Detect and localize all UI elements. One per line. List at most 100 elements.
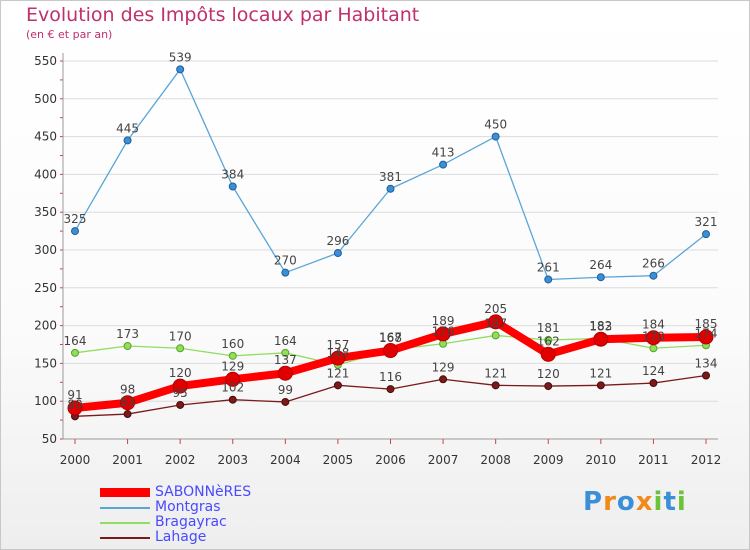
point-montgras	[123, 136, 132, 145]
data-label-montgras: 321	[695, 215, 718, 229]
point-sabonneres	[645, 330, 661, 346]
data-label-lahage: 99	[278, 383, 293, 397]
y-tick-label: 200	[34, 319, 57, 333]
legend-label-montgras: Montgras	[155, 499, 221, 515]
point-lahage	[702, 371, 710, 380]
legend-swatch-bragayrac	[100, 522, 150, 524]
data-label-lahage: 121	[589, 366, 612, 380]
x-tick-label: 2012	[691, 453, 722, 467]
data-label-montgras: 539	[169, 50, 192, 64]
point-sabonneres	[435, 326, 451, 342]
point-bragayrac	[281, 348, 290, 357]
data-label-bragayrac: 176	[432, 325, 455, 339]
point-montgras	[281, 268, 290, 277]
x-tick-label: 2001	[112, 453, 143, 467]
data-label-bragayrac: 183	[589, 319, 612, 333]
x-tick-label: 2002	[165, 453, 196, 467]
x-tick-label: 2003	[217, 453, 248, 467]
point-sabonneres	[593, 331, 609, 347]
data-label-sabonneres: 137	[274, 353, 297, 367]
point-montgras	[491, 132, 500, 141]
point-sabonneres	[172, 378, 188, 394]
data-label-lahage: 120	[537, 367, 560, 381]
legend-label-bragayrac: Bragayrac	[155, 514, 227, 530]
data-label-bragayrac: 181	[537, 321, 560, 335]
point-lahage	[123, 410, 132, 419]
data-label-lahage: 102	[221, 381, 244, 395]
x-tick-label: 2011	[638, 453, 669, 467]
data-label-sabonneres: 91	[67, 388, 82, 402]
point-sabonneres	[540, 346, 556, 362]
data-label-sabonneres: 167	[379, 331, 402, 345]
data-label-bragayrac: 173	[116, 327, 139, 341]
point-montgras	[544, 275, 553, 284]
data-label-montgras: 384	[221, 167, 244, 181]
y-tick-label: 500	[34, 92, 57, 106]
data-label-lahage: 134	[695, 356, 718, 370]
x-tick-label: 2000	[60, 453, 91, 467]
data-label-sabonneres: 189	[432, 314, 455, 328]
point-bragayrac	[491, 331, 500, 340]
legend-swatch-montgras	[100, 507, 150, 509]
y-tick-label: 250	[34, 281, 57, 295]
y-tick-label: 50	[42, 432, 57, 446]
legend-label-lahage: Lahage	[155, 529, 207, 545]
data-label-lahage: 124	[642, 364, 665, 378]
point-bragayrac	[71, 348, 79, 357]
point-lahage	[649, 379, 658, 388]
chart-title: Evolution des Impôts locaux par Habitant	[26, 4, 420, 26]
chart-subtitle: (en € et par an)	[26, 28, 113, 41]
point-montgras	[649, 271, 658, 280]
legend-swatch-lahage	[100, 537, 150, 539]
point-lahage	[333, 381, 342, 390]
data-label-lahage: 121	[484, 366, 507, 380]
data-label-sabonneres: 120	[169, 366, 192, 380]
y-tick-label: 100	[34, 394, 57, 408]
y-tick-label: 150	[34, 356, 57, 370]
point-lahage	[228, 395, 237, 404]
data-label-bragayrac: 148	[326, 346, 349, 360]
point-bragayrac	[228, 351, 237, 360]
x-tick-label: 2004	[270, 453, 301, 467]
point-sabonneres	[67, 400, 83, 416]
point-sabonneres	[488, 314, 504, 330]
point-montgras	[71, 227, 79, 236]
data-label-sabonneres: 162	[537, 334, 560, 348]
data-label-sabonneres: 98	[120, 383, 135, 397]
proxiti-logo: Proxiti	[583, 487, 687, 517]
data-label-sabonneres: 129	[221, 359, 244, 373]
data-label-sabonneres: 205	[484, 302, 507, 316]
y-tick-label: 550	[34, 54, 57, 68]
point-lahage	[386, 385, 395, 394]
data-label-bragayrac: 170	[642, 329, 665, 343]
point-sabonneres	[383, 343, 398, 359]
x-tick-label: 2010	[586, 453, 617, 467]
point-sabonneres	[225, 371, 241, 387]
point-lahage	[281, 397, 290, 406]
data-label-sabonneres: 157	[326, 338, 349, 352]
point-montgras	[228, 182, 237, 191]
y-tick-label: 400	[34, 167, 57, 181]
data-label-bragayrac: 174	[695, 326, 718, 340]
point-lahage	[544, 382, 553, 391]
data-label-lahage: 121	[326, 366, 349, 380]
data-label-lahage: 83	[120, 395, 135, 409]
x-tick-label: 2005	[323, 453, 354, 467]
data-label-montgras: 266	[642, 257, 665, 271]
point-bragayrac	[176, 344, 185, 353]
point-montgras	[333, 249, 342, 258]
data-label-sabonneres: 182	[589, 319, 612, 333]
data-label-bragayrac: 160	[221, 337, 244, 351]
point-lahage	[491, 381, 500, 390]
point-lahage	[596, 381, 605, 390]
data-label-montgras: 325	[64, 212, 87, 226]
x-tick-label: 2007	[428, 453, 459, 467]
point-montgras	[439, 160, 448, 169]
data-label-lahage: 95	[173, 386, 188, 400]
data-label-bragayrac: 164	[64, 334, 87, 348]
point-lahage	[176, 400, 185, 409]
point-sabonneres	[277, 365, 293, 381]
point-montgras	[386, 184, 395, 193]
data-label-bragayrac: 187	[484, 316, 507, 330]
